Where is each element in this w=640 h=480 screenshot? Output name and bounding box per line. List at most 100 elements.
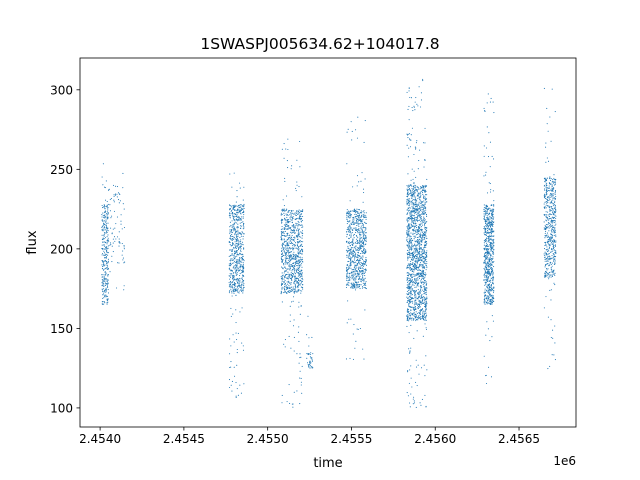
data-point <box>422 308 424 310</box>
data-point <box>107 234 109 236</box>
data-point <box>288 252 290 254</box>
data-point <box>104 210 107 212</box>
data-point <box>363 262 365 264</box>
data-point <box>237 248 240 251</box>
data-point <box>282 259 284 261</box>
data-point <box>409 402 411 404</box>
data-point <box>291 247 293 249</box>
data-point <box>489 260 491 262</box>
data-point <box>123 285 125 287</box>
data-point <box>280 293 282 295</box>
data-point <box>237 282 239 284</box>
data-point <box>357 219 359 221</box>
data-point <box>423 221 425 224</box>
data-point <box>301 392 303 394</box>
data-point <box>102 241 104 243</box>
data-point <box>489 302 491 304</box>
data-point <box>491 277 493 280</box>
data-point <box>283 228 285 230</box>
data-point <box>229 260 231 262</box>
data-point <box>410 97 413 99</box>
data-point <box>300 236 302 238</box>
data-point <box>416 236 418 239</box>
data-point <box>416 266 419 268</box>
data-point <box>408 238 410 240</box>
data-point <box>421 277 423 279</box>
data-point <box>290 273 292 275</box>
data-point <box>232 287 234 289</box>
data-point <box>424 297 426 299</box>
data-point <box>243 186 245 188</box>
data-point <box>423 282 425 284</box>
data-point <box>346 273 348 275</box>
data-point <box>229 173 231 175</box>
data-point <box>359 235 361 237</box>
data-point <box>413 153 415 156</box>
data-point <box>420 223 422 225</box>
data-point <box>412 398 414 400</box>
data-point <box>418 245 420 247</box>
data-point <box>362 213 364 216</box>
data-point <box>231 186 233 188</box>
data-point <box>362 231 364 233</box>
data-point <box>239 227 242 230</box>
data-point <box>294 263 296 265</box>
data-point <box>346 241 348 243</box>
data-point <box>418 304 420 306</box>
data-point <box>106 239 109 241</box>
data-point <box>487 289 489 291</box>
data-point <box>103 226 105 228</box>
data-point <box>490 284 492 286</box>
data-point <box>294 278 296 280</box>
data-point <box>364 178 366 180</box>
data-point <box>107 274 109 276</box>
data-point <box>283 232 285 234</box>
data-point <box>411 313 413 315</box>
data-point <box>355 242 357 245</box>
data-point <box>413 229 415 231</box>
data-point <box>419 255 421 257</box>
data-point <box>233 262 235 264</box>
data-point <box>241 284 243 286</box>
data-point <box>364 275 366 277</box>
data-point <box>284 275 286 277</box>
data-point <box>358 181 360 183</box>
data-point <box>423 313 425 315</box>
data-point <box>242 232 244 234</box>
data-point <box>123 248 125 250</box>
data-point <box>422 211 424 213</box>
data-point <box>356 247 358 249</box>
data-point <box>414 198 417 200</box>
data-point <box>485 231 487 233</box>
data-point <box>363 279 365 281</box>
data-point <box>297 213 299 215</box>
data-point <box>483 279 485 282</box>
data-point <box>356 175 359 177</box>
data-point <box>293 254 295 256</box>
data-point <box>406 290 408 292</box>
data-point <box>309 360 311 362</box>
data-point <box>352 261 355 263</box>
data-point <box>491 155 493 158</box>
data-point <box>349 267 351 269</box>
data-point <box>296 229 298 231</box>
data-point <box>346 223 348 225</box>
data-point <box>236 289 239 291</box>
data-point <box>489 244 491 246</box>
data-point <box>282 242 284 244</box>
data-point <box>102 269 105 271</box>
data-point <box>242 271 244 273</box>
data-point <box>414 255 417 257</box>
data-point <box>408 202 410 204</box>
data-point <box>423 257 425 259</box>
data-point <box>230 234 232 237</box>
data-point <box>115 194 117 196</box>
data-point <box>352 239 354 241</box>
data-point <box>424 276 426 278</box>
data-point <box>346 231 348 233</box>
data-point <box>231 273 233 275</box>
data-point <box>407 299 410 301</box>
data-point <box>360 180 362 182</box>
data-point <box>236 225 238 228</box>
data-point <box>293 296 295 298</box>
